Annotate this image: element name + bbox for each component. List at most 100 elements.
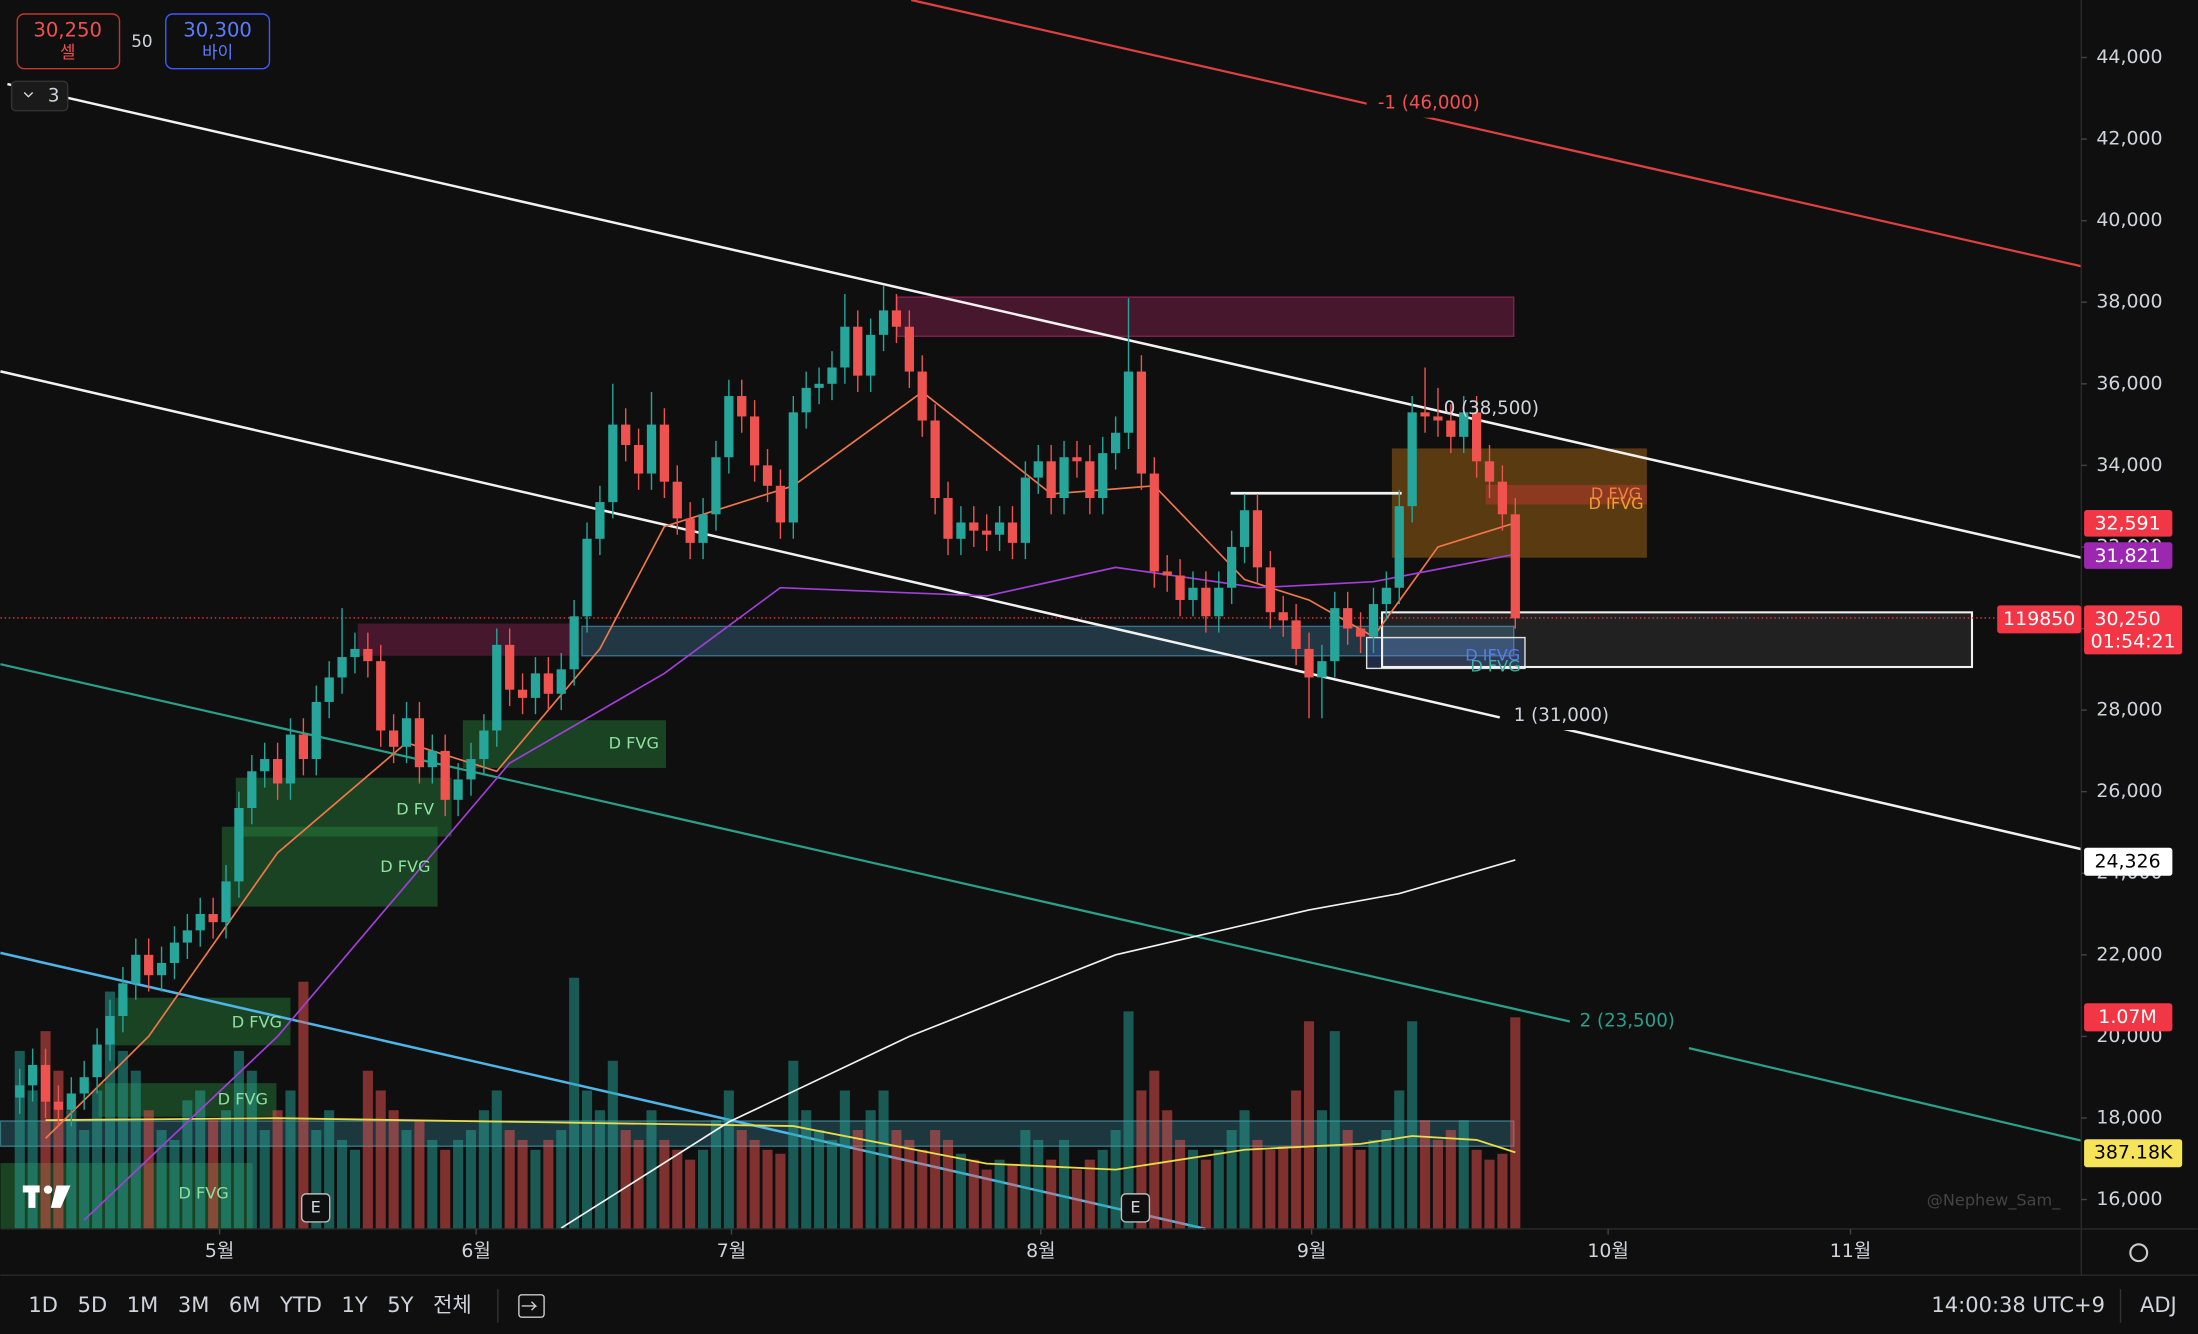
candle-body bbox=[1394, 506, 1404, 588]
indicator-count[interactable]: 3 bbox=[48, 86, 60, 107]
sell-price[interactable]: 30,250 bbox=[33, 18, 102, 41]
candle-body bbox=[440, 750, 450, 800]
volume-bar bbox=[311, 1130, 322, 1229]
volume-bar bbox=[220, 1110, 232, 1229]
candle-body bbox=[1381, 587, 1391, 605]
volume-bar bbox=[478, 1110, 489, 1229]
sell-label[interactable]: 셀 bbox=[60, 42, 75, 62]
volume-bar bbox=[749, 1139, 760, 1229]
candle-body bbox=[1162, 571, 1172, 576]
buy-price[interactable]: 30,300 bbox=[183, 18, 252, 41]
volume-bar bbox=[1175, 1139, 1186, 1229]
event-label[interactable]: E bbox=[311, 1197, 321, 1216]
indicator-toggle[interactable] bbox=[10, 80, 69, 112]
annotation: 1 (31,000) bbox=[1514, 705, 1609, 726]
candle-body bbox=[633, 444, 644, 474]
candle-body bbox=[414, 718, 425, 768]
candle-body bbox=[1433, 416, 1443, 421]
volume-bar bbox=[852, 1130, 863, 1229]
volume-bar bbox=[1136, 1090, 1147, 1229]
timeframe-button[interactable]: YTD bbox=[279, 1292, 322, 1317]
volume-bar bbox=[1394, 1090, 1405, 1229]
timeframe-button[interactable]: 6M bbox=[229, 1292, 260, 1317]
volume-bar bbox=[1471, 1149, 1482, 1229]
label-bg bbox=[1506, 702, 1619, 731]
buy-button[interactable] bbox=[165, 13, 271, 70]
volume-bar bbox=[1162, 1110, 1173, 1229]
volume-bar bbox=[1084, 1159, 1095, 1229]
candle-body bbox=[1484, 461, 1495, 482]
event-label[interactable]: E bbox=[1130, 1197, 1140, 1216]
event-marker[interactable] bbox=[1120, 1193, 1151, 1223]
zone-label: D FVG bbox=[232, 1012, 282, 1031]
candle-body bbox=[1007, 522, 1018, 543]
volume-bar bbox=[117, 1050, 128, 1229]
timeframe-button[interactable]: 5D bbox=[78, 1292, 108, 1317]
candle-body bbox=[1123, 371, 1134, 433]
annotation: -1 (46,000) bbox=[1378, 93, 1480, 114]
candle-body bbox=[1304, 648, 1314, 678]
candle-body bbox=[1085, 461, 1095, 499]
volume-bar bbox=[1368, 1139, 1379, 1229]
price-tag-label: 31,821 bbox=[2094, 545, 2160, 567]
volume-bar bbox=[981, 1169, 992, 1229]
volume-bar bbox=[427, 1139, 438, 1229]
candle-body bbox=[1459, 412, 1469, 437]
candle-body bbox=[376, 661, 386, 731]
volume-bar bbox=[839, 1090, 850, 1229]
volume-bar bbox=[865, 1110, 876, 1229]
volume-bar bbox=[685, 1159, 696, 1229]
volume-bar bbox=[298, 981, 309, 1229]
volume-bar bbox=[1059, 1139, 1070, 1229]
timeframe-button[interactable]: 1Y bbox=[341, 1292, 367, 1317]
label-bg bbox=[1366, 89, 1493, 118]
price-tag-label: 32,591 bbox=[2094, 513, 2160, 535]
volume-bar bbox=[285, 1090, 296, 1229]
volume-bar bbox=[659, 1139, 670, 1229]
chevron bbox=[23, 91, 34, 98]
x-tick-label: 6월 bbox=[461, 1240, 490, 1262]
y-tick-label: 18,000 bbox=[2096, 1106, 2162, 1128]
volume-bar bbox=[375, 1090, 386, 1229]
timeframe-button[interactable]: 3M bbox=[178, 1292, 209, 1317]
volume-bar bbox=[530, 1149, 541, 1229]
timeframe-button[interactable]: 전체 bbox=[433, 1292, 472, 1317]
candle-body bbox=[350, 648, 360, 658]
candle-body bbox=[543, 673, 553, 694]
volume-bar bbox=[388, 1110, 399, 1229]
y-tick-label: 22,000 bbox=[2096, 943, 2162, 965]
zone bbox=[115, 997, 291, 1046]
timeframe-button[interactable]: 1M bbox=[127, 1292, 158, 1317]
timeframe-button[interactable]: 5Y bbox=[387, 1292, 413, 1317]
x-tick-label: 11월 bbox=[1830, 1240, 1871, 1262]
sell-button[interactable] bbox=[16, 13, 121, 70]
volume-bar bbox=[930, 1130, 941, 1229]
settings-icon[interactable] bbox=[2129, 1243, 2149, 1263]
price-tag bbox=[2084, 542, 2173, 569]
volume-bar bbox=[259, 1130, 270, 1229]
volume-bar bbox=[1420, 1120, 1431, 1229]
candle-body bbox=[453, 779, 463, 800]
date-range-icon[interactable] bbox=[518, 1294, 545, 1318]
volume-bar bbox=[1445, 1130, 1456, 1229]
x-tick-label: 7월 bbox=[717, 1240, 746, 1262]
timeframe-button[interactable]: 1D bbox=[28, 1292, 58, 1317]
volume-bar bbox=[620, 1130, 631, 1229]
candle-body bbox=[1201, 587, 1211, 617]
event-marker[interactable] bbox=[300, 1193, 331, 1223]
trend-line bbox=[0, 951, 1206, 1231]
adj-button[interactable]: ADJ bbox=[2140, 1292, 2177, 1317]
zone-label: D FVG bbox=[218, 1089, 268, 1108]
volume-bar bbox=[698, 1149, 709, 1229]
trend-line bbox=[7, 82, 2082, 559]
zone bbox=[1365, 636, 1526, 670]
volume-bar bbox=[130, 1070, 141, 1229]
buy-label[interactable]: 바이 bbox=[202, 42, 233, 62]
volume-bar bbox=[1226, 1130, 1237, 1229]
spread: 50 bbox=[131, 31, 152, 51]
candle-body bbox=[1188, 587, 1198, 600]
volume-bar bbox=[672, 1149, 683, 1229]
candle-body bbox=[1033, 461, 1043, 478]
candle-body bbox=[878, 310, 889, 335]
volume-bar bbox=[1329, 1031, 1340, 1229]
